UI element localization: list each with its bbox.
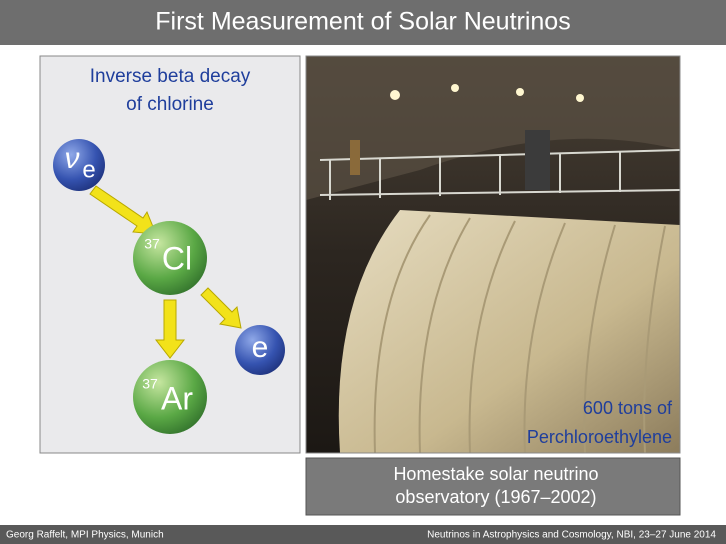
caption: observatory (1967–2002) <box>395 487 596 507</box>
particle-symbol: Cl <box>162 240 192 276</box>
diagram-title: of chlorine <box>126 94 214 115</box>
particle-ball <box>53 139 105 191</box>
particle-superscript: 37 <box>144 236 160 252</box>
photo-overlay: 600 tons of <box>583 398 673 418</box>
arrows <box>89 185 242 359</box>
particle-symbol: ν <box>65 142 80 175</box>
title-bar <box>0 0 726 45</box>
footer-right: Neutrinos in Astrophysics and Cosmology,… <box>427 530 716 541</box>
footer-bar <box>0 525 726 544</box>
photo-frame <box>305 55 681 454</box>
particle-ball <box>133 221 207 295</box>
caption-box <box>305 457 681 516</box>
particle-superscript: 37 <box>142 376 158 392</box>
particle-subscript: e <box>82 156 95 183</box>
footer-left: Georg Raffelt, MPI Physics, Munich <box>6 530 164 541</box>
particle-symbol: e <box>252 331 269 364</box>
caption: Homestake solar neutrino <box>393 464 598 484</box>
slide-title: First Measurement of Solar Neutrinos <box>155 8 570 36</box>
diagram-title: Inverse beta decay <box>90 66 251 87</box>
particle-ball <box>235 325 285 375</box>
photo <box>306 56 680 453</box>
particle-ball <box>133 360 207 434</box>
photo-overlay: Perchloroethylene <box>527 427 672 447</box>
particle-symbol: Ar <box>161 380 193 416</box>
